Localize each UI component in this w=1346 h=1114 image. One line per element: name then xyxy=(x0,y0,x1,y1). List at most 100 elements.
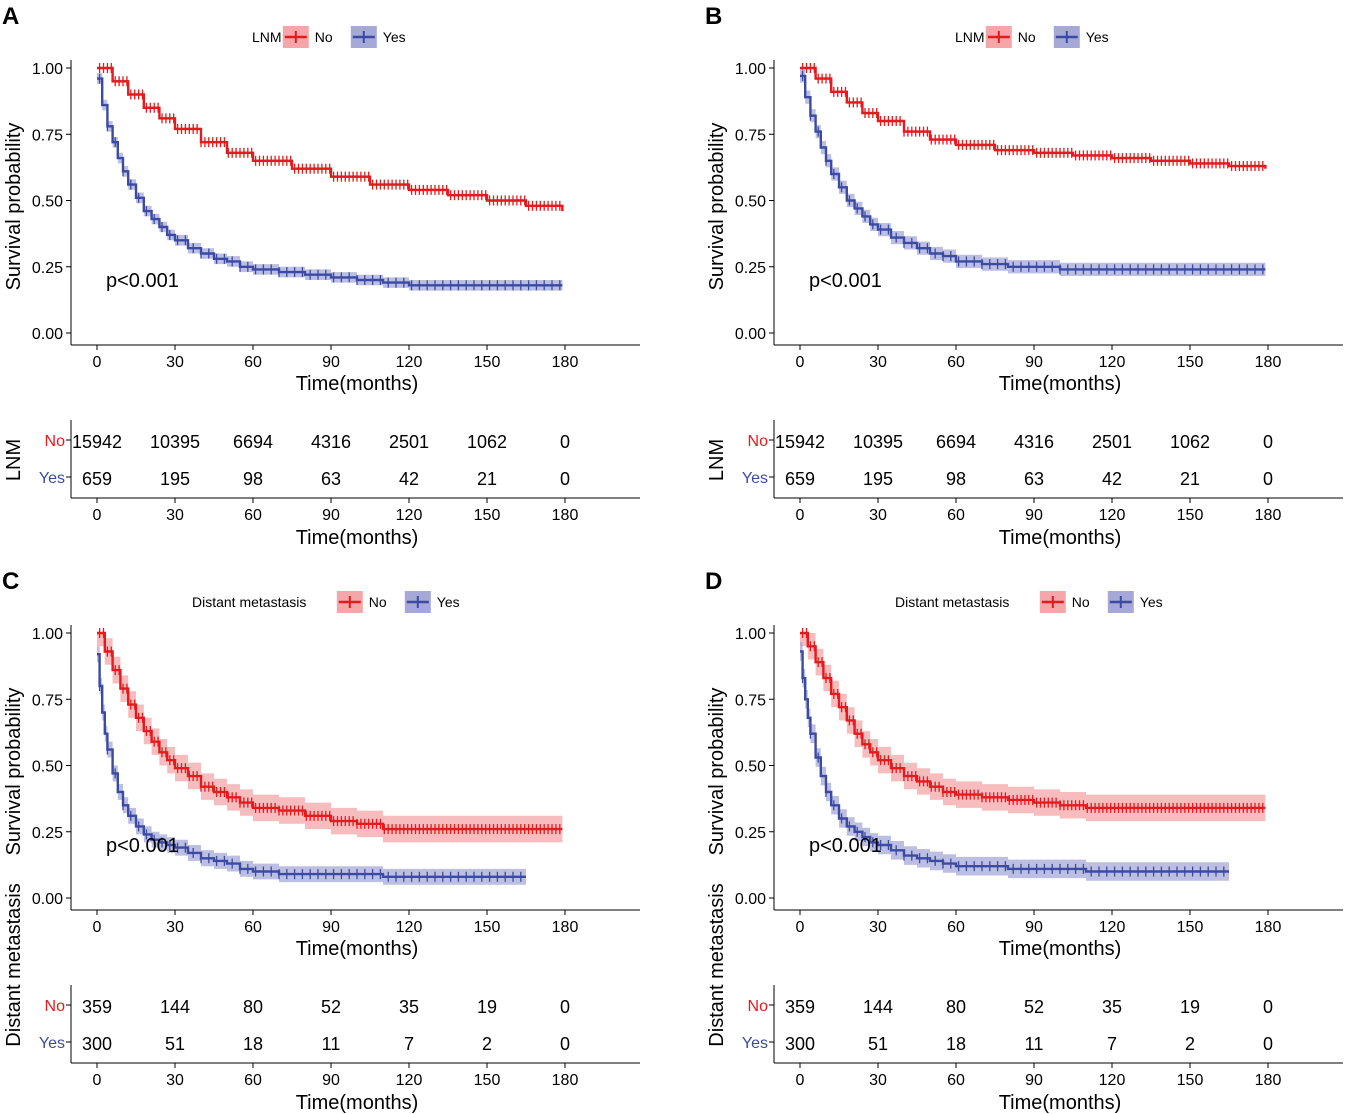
risk-count: 52 xyxy=(321,997,341,1017)
legend-label: Yes xyxy=(437,594,460,610)
risk-count: 11 xyxy=(1025,1034,1044,1054)
x-tick-label: 60 xyxy=(244,354,262,371)
legend-title: LNM xyxy=(252,29,282,45)
risk-count: 144 xyxy=(863,997,893,1017)
risk-count: 2 xyxy=(1185,1034,1195,1054)
risk-count: 98 xyxy=(946,469,966,489)
y-axis-title: Survival probability xyxy=(706,123,728,291)
legend-title: Distant metastasis xyxy=(895,594,1009,610)
legend-label: Yes xyxy=(1140,594,1163,610)
risk-count: 42 xyxy=(399,469,419,489)
confidence-band xyxy=(97,68,562,212)
risk-x-tick-label: 180 xyxy=(1255,507,1282,524)
risk-count: 195 xyxy=(160,469,190,489)
risk-x-tick-label: 180 xyxy=(552,1072,579,1089)
x-axis-title: Time(months) xyxy=(999,938,1122,960)
risk-x-tick-label: 30 xyxy=(869,507,887,524)
legend: LNM No Yes xyxy=(955,26,1109,48)
risk-count: 2 xyxy=(482,1034,492,1054)
risk-count: 80 xyxy=(946,997,966,1017)
x-tick-label: 60 xyxy=(244,919,262,936)
risk-count: 63 xyxy=(1024,469,1044,489)
panel-label: B xyxy=(705,3,722,30)
risk-row-label: Yes xyxy=(39,1035,65,1052)
legend-title: Distant metastasis xyxy=(192,594,306,610)
risk-row-label: Yes xyxy=(742,1035,768,1052)
y-tick-label: 0.75 xyxy=(735,127,766,144)
x-tick-label: 180 xyxy=(552,354,579,371)
risk-count: 4316 xyxy=(311,432,351,452)
risk-table: No 15942 10395 6694 4316 2501 1062 0 Yes 659 195 98… xyxy=(3,420,640,549)
risk-count: 51 xyxy=(868,1034,888,1054)
x-tick-label: 60 xyxy=(947,354,965,371)
p-value: p<0.001 xyxy=(106,835,179,857)
legend-key-no: No xyxy=(283,26,333,48)
risk-count: 1062 xyxy=(1170,432,1210,452)
risk-count: 35 xyxy=(1102,997,1122,1017)
risk-x-tick-label: 150 xyxy=(474,507,501,524)
legend-label: Yes xyxy=(1086,29,1109,45)
risk-x-tick-label: 30 xyxy=(869,1072,887,1089)
risk-count: 359 xyxy=(785,997,815,1017)
x-tick-label: 0 xyxy=(93,354,102,371)
legend-label: No xyxy=(315,29,333,45)
risk-x-tick-label: 60 xyxy=(947,1072,965,1089)
risk-x-tick-label: 60 xyxy=(244,507,262,524)
risk-row-label: No xyxy=(45,998,66,1015)
risk-count: 98 xyxy=(243,469,263,489)
legend-key-no: No xyxy=(337,591,387,613)
x-tick-label: 150 xyxy=(474,354,501,371)
survival-line xyxy=(97,633,562,829)
risk-count: 10395 xyxy=(853,432,903,452)
panel-d: DDistant metastasis No Yes0.000.250.500.75… xyxy=(705,568,1343,1114)
risk-row-label: Yes xyxy=(39,470,65,487)
legend-key-yes: Yes xyxy=(351,26,406,48)
y-tick-label: 0.50 xyxy=(32,194,63,211)
risk-count: 195 xyxy=(863,469,893,489)
risk-count: 10395 xyxy=(150,432,200,452)
risk-count: 0 xyxy=(560,469,570,489)
risk-x-tick-label: 60 xyxy=(947,507,965,524)
risk-x-tick-label: 150 xyxy=(1177,1072,1204,1089)
risk-x-tick-label: 180 xyxy=(552,507,579,524)
y-tick-label: 0.75 xyxy=(32,692,63,709)
risk-row-label: No xyxy=(748,998,769,1015)
risk-count: 6694 xyxy=(936,432,976,452)
legend-key-yes: Yes xyxy=(1054,26,1109,48)
y-axis-title: Survival probability xyxy=(706,688,728,856)
legend: Distant metastasis No Yes xyxy=(192,591,460,613)
panel-c: C Distant metastasis No Yes 0.00 0.25 0.50 0.75… xyxy=(2,568,640,1114)
risk-x-tick-label: 120 xyxy=(396,1072,423,1089)
risk-table: No 359 144 80 52 35 19 0Yes 300 51 18 11 7 2 00 30 60 90 1… xyxy=(706,883,1343,1114)
risk-count: 144 xyxy=(160,997,190,1017)
confidence-band xyxy=(800,633,1265,821)
risk-count: 659 xyxy=(82,469,112,489)
risk-count: 0 xyxy=(560,432,570,452)
risk-count: 42 xyxy=(1102,469,1122,489)
risk-x-axis-title: Time(months) xyxy=(999,527,1122,549)
x-tick-label: 120 xyxy=(396,919,423,936)
y-tick-label: 0.00 xyxy=(32,891,63,908)
curve-no xyxy=(800,628,1265,821)
x-tick-label: 150 xyxy=(1177,354,1204,371)
y-tick-label: 0.50 xyxy=(735,759,766,776)
legend-key-yes: Yes xyxy=(1108,591,1163,613)
curve-no xyxy=(97,63,562,212)
risk-x-tick-label: 0 xyxy=(796,507,805,524)
risk-x-tick-label: 90 xyxy=(1025,1072,1043,1089)
risk-count: 300 xyxy=(82,1034,112,1054)
risk-count: 21 xyxy=(477,469,497,489)
x-tick-label: 0 xyxy=(796,919,805,936)
risk-count: 2501 xyxy=(389,432,429,452)
curve-yes xyxy=(800,69,1265,276)
legend-key-no: No xyxy=(1040,591,1090,613)
risk-x-axis-title: Time(months) xyxy=(999,1092,1122,1114)
risk-count: 1062 xyxy=(467,432,507,452)
curve-no xyxy=(97,628,562,842)
risk-x-tick-label: 180 xyxy=(1255,1072,1282,1089)
km-figure: ALNM No Yes0.000.250.500.751.000 30 60 90 120 1… xyxy=(0,0,1346,1114)
x-tick-label: 30 xyxy=(869,919,887,936)
risk-count: 0 xyxy=(1263,469,1273,489)
risk-count: 659 xyxy=(785,469,815,489)
